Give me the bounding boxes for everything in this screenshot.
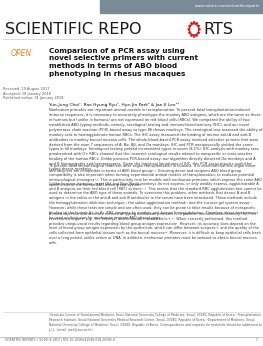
Polygon shape [191, 25, 197, 34]
Text: 1: 1 [256, 338, 258, 342]
Text: A more objective and accurate method of typing nonhuman primates is to perform i: A more objective and accurate method of … [49, 212, 260, 245]
Text: SCIENTIFIC REPO: SCIENTIFIC REPO [5, 22, 142, 37]
Text: Accepted: 18 January 2018: Accepted: 18 January 2018 [3, 92, 51, 96]
Text: Published online: 31 January 2018: Published online: 31 January 2018 [3, 96, 63, 100]
Text: Yun-Jung Choi¹, Rae Hyung Ryu¹, Hye-Jin Park² & Jae-Il Lee¹³: Yun-Jung Choi¹, Rae Hyung Ryu¹, Hye-Jin … [49, 102, 179, 107]
Text: Comparison of a PCR assay using
novel selective primers with current
methods in : Comparison of a PCR assay using novel se… [49, 48, 198, 77]
Text: To prevent fatal immunological reactions after organ transplantation in humans, : To prevent fatal immunological reactions… [49, 164, 261, 187]
Text: RTS: RTS [204, 22, 234, 37]
Text: OPEN: OPEN [11, 49, 32, 58]
Bar [100, 0, 263, 13]
Text: Nonhuman primates are important animal models in transplantation. To prevent fat: Nonhuman primates are important animal m… [49, 108, 262, 171]
Polygon shape [188, 22, 200, 37]
Text: Received: 29 August 2017: Received: 29 August 2017 [3, 87, 49, 91]
Text: Unlike humans, however, most Old and New World monkeys do not express, or only w: Unlike humans, however, most Old and New… [49, 182, 261, 220]
Text: ¹Graduate Course of Translational Medicine, Seoul National University College of: ¹Graduate Course of Translational Medici… [49, 313, 261, 332]
Text: www.nature.com/scientificreports: www.nature.com/scientificreports [195, 4, 260, 8]
Text: SCIENTIFIC REPORTS | (2018) 8:1957 | DOI:10.1038/s41598-018-20395-8: SCIENTIFIC REPORTS | (2018) 8:1957 | DOI… [5, 338, 115, 342]
